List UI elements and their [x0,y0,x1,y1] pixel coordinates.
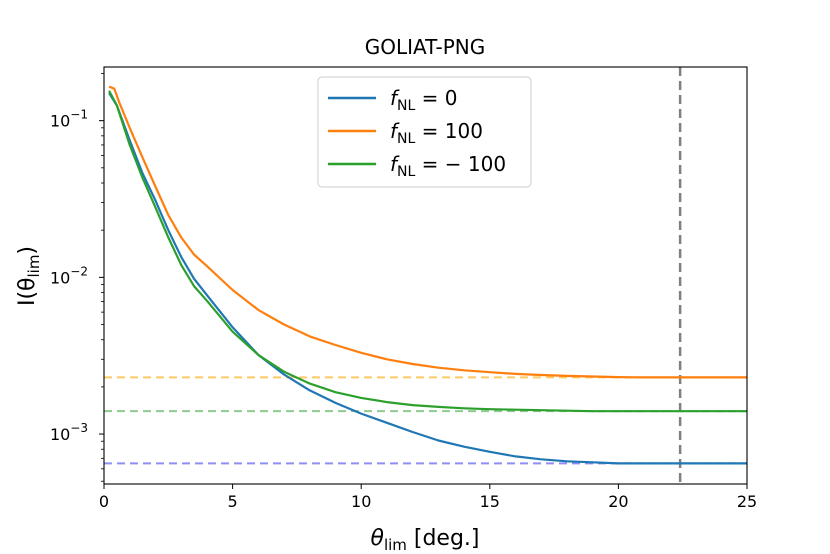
x-tick-label-5: 25 [737,492,757,511]
x-tick-label-2: 10 [351,492,371,511]
x-tick-label-3: 15 [480,492,500,511]
y-tick-exp-2: −3 [70,421,88,435]
legend-label-rest-2: = − 100 [415,152,506,176]
legend-label-sub-1: NL [397,131,415,147]
y-tick-label-2: 10−3 [50,421,88,444]
y-tick-base-2: 10 [50,425,70,444]
y-tick-base-1: 10 [50,268,70,287]
legend-label-f-0: f [390,86,400,110]
x-tick-label-4: 20 [608,492,628,511]
y-tick-exp-0: −1 [70,108,88,122]
series-lines [108,85,747,465]
x-axis-label-main: θ [370,526,384,551]
legend-label-f-2: f [390,152,400,176]
chart-title: GOLIAT-PNG [365,35,486,59]
y-axis-label-main: I(θ [15,278,40,307]
legend-label-sub-0: NL [397,98,415,114]
legend-label-1: fNL = 100 [390,119,483,147]
plot-frame [103,66,748,485]
x-tick-label-0: 0 [99,492,109,511]
y-axis-label-sub: lim [25,255,43,278]
legend-label-2: fNL = − 100 [390,152,506,180]
y-tick-base-0: 10 [50,112,70,131]
x-axis-label: θlim [deg.] [370,526,479,554]
legend-box [317,76,532,188]
legend-label-sub-2: NL [397,164,415,180]
y-tick-exp-1: −2 [70,264,88,278]
series-line-0 [108,92,747,465]
y-tick-label-1: 10−2 [50,264,88,287]
x-axis-label-suffix: [deg.] [407,526,480,551]
y-axis-ticks: 10−110−210−3 [50,73,104,482]
series-line-2 [108,90,747,413]
y-axis-label-suffix: ) [15,246,40,255]
legend-label-f-1: f [390,119,400,143]
series-line-1 [108,85,747,379]
x-axis-ticks: 0 5 10 15 20 25 [99,484,757,511]
x-axis-label-sub: lim [384,536,407,554]
x-tick-label-1: 5 [228,492,238,511]
y-axis-label: I(θlim) [15,246,43,306]
legend-label-0: fNL = 0 [390,86,458,114]
y-tick-label-0: 10−1 [50,108,88,131]
legend-label-rest-0: = 0 [415,86,457,110]
legend-label-rest-1: = 100 [415,119,483,143]
